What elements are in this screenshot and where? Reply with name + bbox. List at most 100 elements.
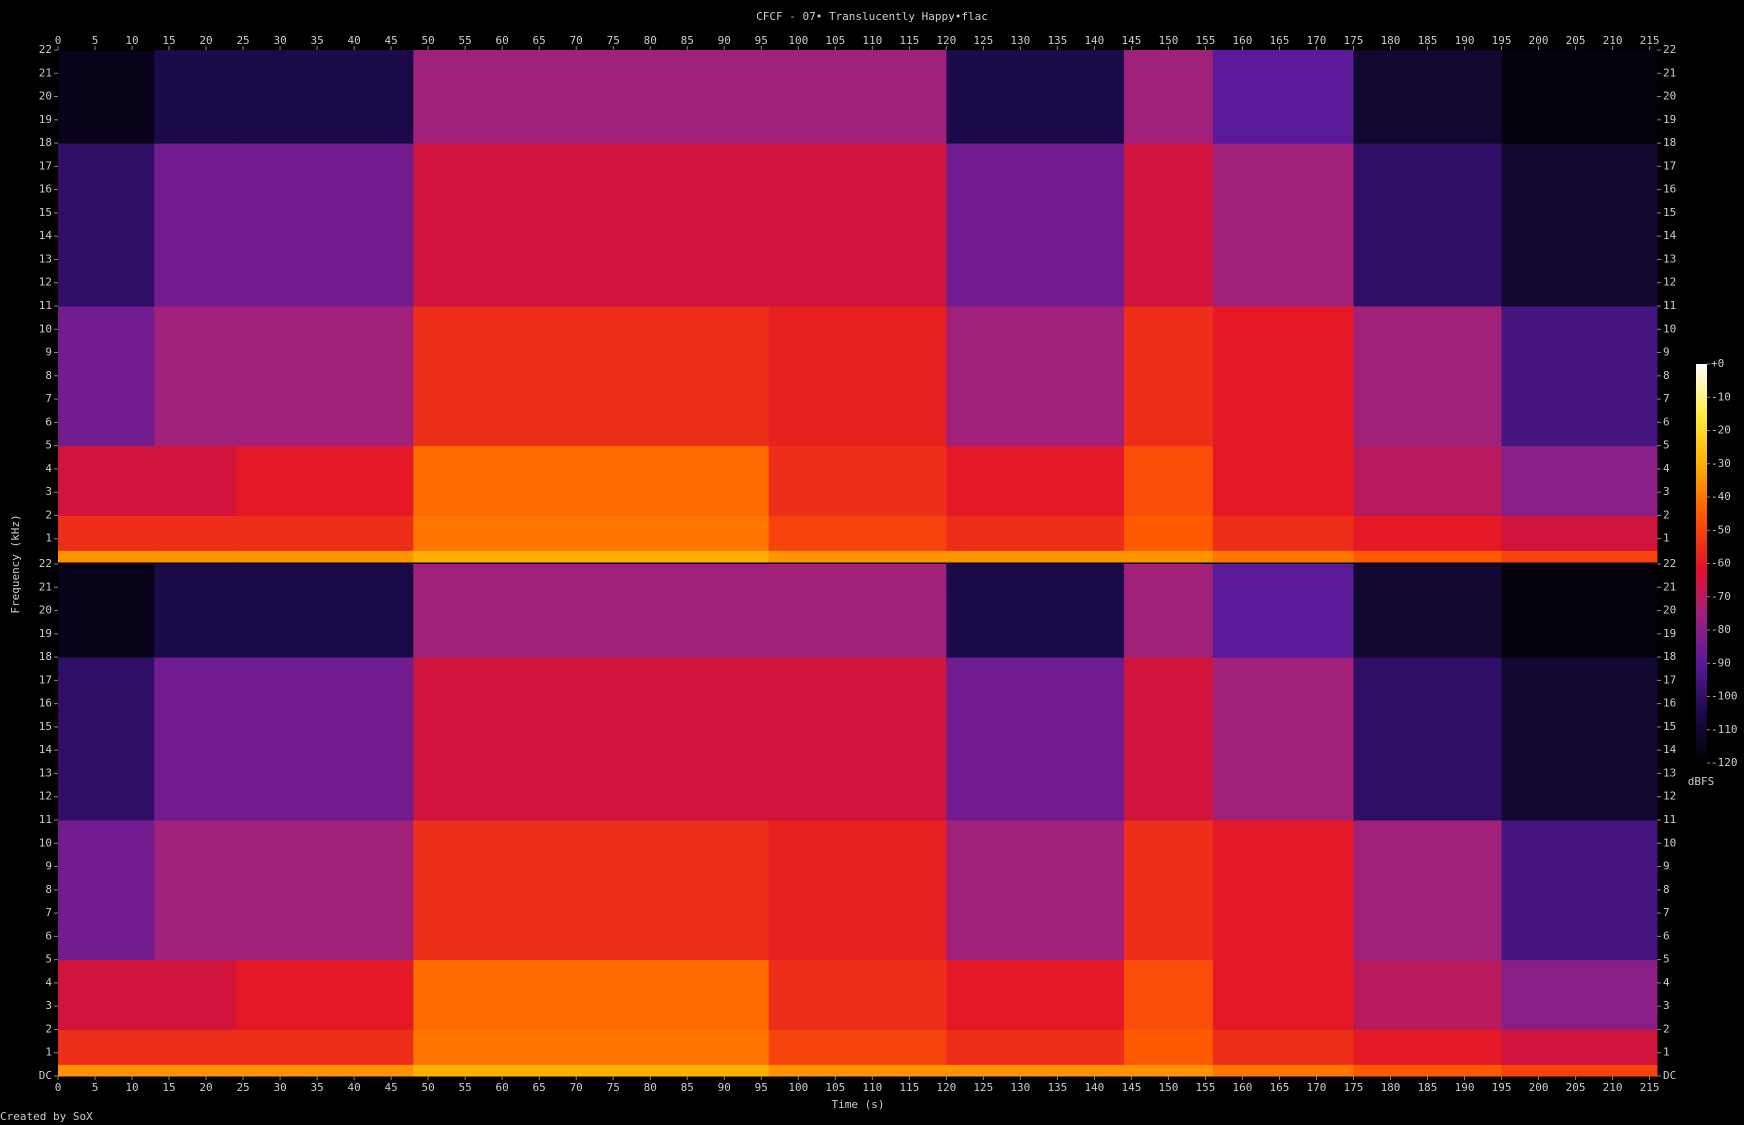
x-tick-label: 105 (825, 34, 845, 47)
x-tick-label: 150 (1158, 1081, 1178, 1094)
heatmap-cell (413, 550, 770, 563)
x-tick-label: 135 (1047, 1081, 1067, 1094)
y-tick-label: 4 (45, 976, 52, 989)
heatmap-cell (1124, 820, 1214, 961)
y-tick-label: 6 (45, 929, 52, 942)
x-tick-label: 155 (1195, 1081, 1215, 1094)
heatmap-cell (58, 959, 155, 1030)
y-tick-label: 9 (1663, 860, 1670, 873)
heatmap-cell (413, 564, 770, 658)
y-tick-label: 20 (39, 604, 52, 617)
x-tick-label: 210 (1603, 34, 1623, 47)
y-tick-label: 19 (39, 627, 52, 640)
x-tick-label: 205 (1566, 34, 1586, 47)
heatmap-cell (413, 1064, 770, 1077)
heatmap-cell (413, 50, 770, 144)
heatmap-cell (413, 515, 770, 551)
x-tick-label: 85 (681, 1081, 694, 1094)
colorbar-tick-label: +0 (1711, 357, 1724, 370)
x-tick-label: 100 (788, 1081, 808, 1094)
x-tick-label: 10 (125, 1081, 138, 1094)
y-tick-label: 2 (45, 1022, 52, 1035)
heatmap-cell (58, 657, 155, 821)
x-tick-label: 140 (1084, 34, 1104, 47)
y-tick-label: 3 (45, 999, 52, 1012)
footer: Created by SoX (0, 1110, 93, 1123)
y-tick-label: 15 (1663, 206, 1676, 219)
heatmap-cell (1124, 550, 1214, 563)
heatmap-cell (154, 1029, 237, 1065)
y-tick-label: 7 (1663, 906, 1670, 919)
heatmap-cell (768, 1064, 947, 1077)
x-tick-label: 90 (718, 34, 731, 47)
x-tick-label: 110 (862, 1081, 882, 1094)
heatmap-cell (1212, 820, 1354, 961)
heatmap-cell (1124, 959, 1214, 1030)
heatmap-cell (1124, 1029, 1214, 1065)
x-tick-label: 200 (1529, 34, 1549, 47)
heatmap-cell (768, 550, 947, 563)
heatmap-cell (235, 445, 414, 516)
y-axis-label: Frequency (kHz) (9, 514, 22, 613)
heatmap-cell (1212, 564, 1354, 658)
y-tick-label: 6 (1663, 929, 1670, 942)
colorbar-tick-label: -90 (1711, 656, 1731, 669)
heatmap-cell (946, 1064, 1125, 1077)
y-tick-label: 13 (1663, 766, 1676, 779)
heatmap-cell (1353, 445, 1503, 516)
heatmap-cell (1353, 1064, 1503, 1077)
heatmap-cell (154, 143, 237, 307)
x-tick-label: 60 (496, 1081, 509, 1094)
x-tick-label: 215 (1640, 34, 1660, 47)
y-tick-label: 5 (45, 439, 52, 452)
y-tick-label: DC (39, 1069, 52, 1082)
heatmap-cell (58, 50, 155, 144)
heatmap-cell (946, 959, 1125, 1030)
y-tick-label: 15 (1663, 720, 1676, 733)
heatmap-cell (58, 306, 155, 447)
heatmap-cell (1353, 306, 1503, 447)
colorbar-tick-label: -70 (1711, 590, 1731, 603)
y-tick-label: 3 (1663, 485, 1670, 498)
y-tick-label: 18 (1663, 136, 1676, 149)
y-tick-label: 22 (1663, 43, 1676, 56)
colorbar-tick-label: -30 (1711, 457, 1731, 470)
y-tick-label: 2 (1663, 1022, 1670, 1035)
x-tick-label: 0 (55, 1081, 62, 1094)
heatmap-cell (1353, 959, 1503, 1030)
y-tick-label: 7 (1663, 392, 1670, 405)
y-tick-label: 13 (39, 766, 52, 779)
y-tick-label: 16 (39, 697, 52, 710)
y-tick-label: 3 (45, 485, 52, 498)
y-tick-label: 13 (1663, 252, 1676, 265)
x-tick-label: 80 (644, 1081, 657, 1094)
y-tick-label: 18 (39, 650, 52, 663)
heatmap-cell (1353, 550, 1503, 563)
heatmap-cell (1124, 564, 1214, 658)
y-tick-label: 12 (1663, 276, 1676, 289)
x-tick-label: 165 (1270, 34, 1290, 47)
x-tick-label: 15 (162, 34, 175, 47)
heatmap-cell (154, 959, 237, 1030)
heatmap-cell (154, 50, 237, 144)
x-tick-label: 160 (1233, 1081, 1253, 1094)
y-tick-label: 11 (1663, 813, 1676, 826)
x-tick-label: 40 (347, 1081, 360, 1094)
x-tick-label: 55 (459, 34, 472, 47)
x-tick-label: 115 (899, 1081, 919, 1094)
y-tick-label: 20 (1663, 90, 1676, 103)
x-tick-label: 110 (862, 34, 882, 47)
y-tick-label: 22 (39, 43, 52, 56)
heatmap-cell (235, 657, 414, 821)
colorbar-tick-label: -110 (1711, 723, 1738, 736)
y-tick-label: 4 (45, 462, 52, 475)
heatmap-cell (946, 657, 1125, 821)
y-tick-label: 11 (39, 299, 52, 312)
heatmap-cell (58, 564, 155, 658)
heatmap-cell (1212, 445, 1354, 516)
x-axis-label: Time (s) (832, 1098, 885, 1111)
heatmap-cell (768, 306, 947, 447)
heatmap-cell (1501, 515, 1658, 551)
heatmap-cell (1353, 657, 1503, 821)
